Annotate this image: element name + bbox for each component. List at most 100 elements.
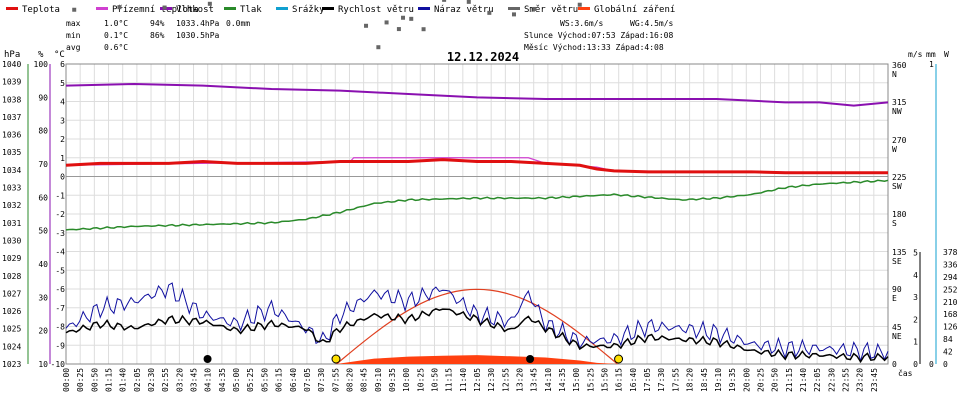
wind-direction-point [162, 5, 167, 10]
stat-label: min [66, 31, 81, 40]
x-tick-label: 12:55 [501, 368, 510, 392]
ms-tick: 3 [913, 293, 918, 302]
x-tick-label: 12:30 [487, 368, 496, 392]
hpa-tick: 1036 [2, 131, 21, 140]
degc-tick: -6 [55, 285, 65, 294]
chart-grid [65, 63, 889, 365]
wind-direction-point [409, 16, 414, 21]
x-tick-label: 20:50 [771, 368, 780, 392]
wind-direction-point [376, 45, 381, 50]
x-tick-label: 13:20 [516, 368, 525, 392]
x-tick-label: 15:00 [572, 368, 581, 392]
x-tick-label: 17:05 [643, 368, 652, 392]
x-tick-label: 11:15 [445, 368, 454, 392]
series-humidity [65, 82, 889, 107]
pct-tick: 70 [38, 160, 48, 169]
ms-tick: 0 [913, 360, 918, 369]
x-tick-label: 02:30 [147, 368, 156, 392]
wind-direction-point [384, 20, 389, 25]
stat-pressure: 1030.5hPa [176, 31, 220, 40]
stat-label: avg [66, 43, 81, 52]
degc-tick: -4 [55, 248, 65, 257]
ms-tick: 5 [913, 249, 918, 258]
x-axis: 00:00 00:25 00:50 01:15 01:40 02:05 02:30 02:55… [62, 368, 913, 392]
mm-tick: 0 [929, 360, 934, 369]
legend-swatch [96, 7, 108, 10]
wm2-tick: 42 [943, 348, 953, 357]
x-tick-label: 20:00 [742, 368, 751, 392]
sun-marker [614, 354, 624, 364]
dir-cardinal: NE [892, 332, 902, 341]
x-tick-label: 15:25 [586, 368, 595, 392]
series-pressure [65, 179, 889, 231]
x-tick-label: 22:30 [827, 368, 836, 392]
legend-label: Rychlost větru [338, 5, 414, 15]
pct-tick: 40 [38, 260, 48, 269]
info-wg: WG:4.5m/s [630, 19, 674, 28]
x-tick-label: 11:40 [459, 368, 468, 392]
degc-tick: -2 [55, 210, 65, 219]
stat-label: max [66, 19, 81, 28]
x-tick-label: 00:25 [76, 368, 85, 392]
x-tick-label: 05:50 [260, 368, 269, 392]
stat-pressure: 1033.4hPa [176, 19, 220, 28]
series-temperature [65, 158, 888, 175]
wind-direction-point [577, 2, 582, 7]
series-theoretical-radiation [336, 288, 618, 365]
legend-label: Směr větru [524, 5, 578, 15]
legend-swatch [322, 7, 334, 10]
dir-tick: 270 [892, 136, 907, 145]
x-tick-label: 18:20 [686, 368, 695, 392]
x-tick-label: 21:15 [785, 368, 794, 392]
hpa-tick: 1027 [2, 289, 21, 298]
x-tick-label: 13:45 [530, 368, 539, 392]
legend-swatch [508, 7, 520, 10]
pct-tick: 20 [38, 327, 48, 336]
ms-tick: 1 [913, 338, 918, 347]
wm2-tick: 252 [943, 285, 958, 294]
pct-tick: 10 [38, 360, 48, 369]
hpa-tick: 1030 [2, 236, 21, 245]
degc-tick: -7 [55, 304, 65, 313]
x-tick-label: 16:15 [615, 368, 624, 392]
hpa-tick: 1037 [2, 113, 21, 122]
x-tick-label: 16:40 [629, 368, 638, 392]
x-tick-label: 01:40 [119, 368, 128, 392]
x-tick-label: 01:15 [105, 368, 114, 392]
stat-temp: 1.0°C [104, 19, 128, 28]
x-tick-label: 07:30 [317, 368, 326, 392]
x-tick-label: 10:25 [416, 368, 425, 392]
wind-direction-point [364, 23, 369, 28]
dir-tick: 225 [892, 173, 907, 182]
dir-tick: 0 [892, 360, 897, 369]
x-tick-label: 08:45 [360, 368, 369, 392]
degc-tick: 3 [60, 116, 65, 125]
degc-tick: 1 [60, 154, 65, 163]
x-tick-label: 02:55 [161, 368, 170, 392]
x-tick-label: 22:05 [813, 368, 822, 392]
x-tick-label: 02:05 [133, 368, 142, 392]
wind-direction-point [511, 12, 516, 17]
x-tick-label: 00:50 [90, 368, 99, 392]
x-tick-label: 07:55 [331, 368, 340, 392]
x-tick-label: 18:45 [700, 368, 709, 392]
wm2-tick: 84 [943, 335, 953, 344]
ms-tick: 2 [913, 315, 918, 324]
sun-marker [331, 354, 341, 364]
legend-swatch [224, 7, 236, 10]
x-tick-label: 14:10 [544, 368, 553, 392]
degc-unit: °C [54, 50, 65, 60]
x-tick-label: 21:40 [799, 368, 808, 392]
info-ws: WS:3.6m/s [560, 19, 604, 28]
dir-cardinal: SE [892, 257, 902, 266]
stat-temp: 0.1°C [104, 31, 128, 40]
hpa-tick: 1035 [2, 148, 21, 157]
x-tick-label: 10:00 [402, 368, 411, 392]
x-tick-label: 06:15 [275, 368, 284, 392]
wm2-tick: 336 [943, 260, 958, 269]
wind-direction-point [117, 5, 122, 10]
dir-cardinal: NW [892, 107, 902, 116]
pct-tick: 80 [38, 127, 48, 136]
degc-tick: 6 [60, 60, 65, 69]
